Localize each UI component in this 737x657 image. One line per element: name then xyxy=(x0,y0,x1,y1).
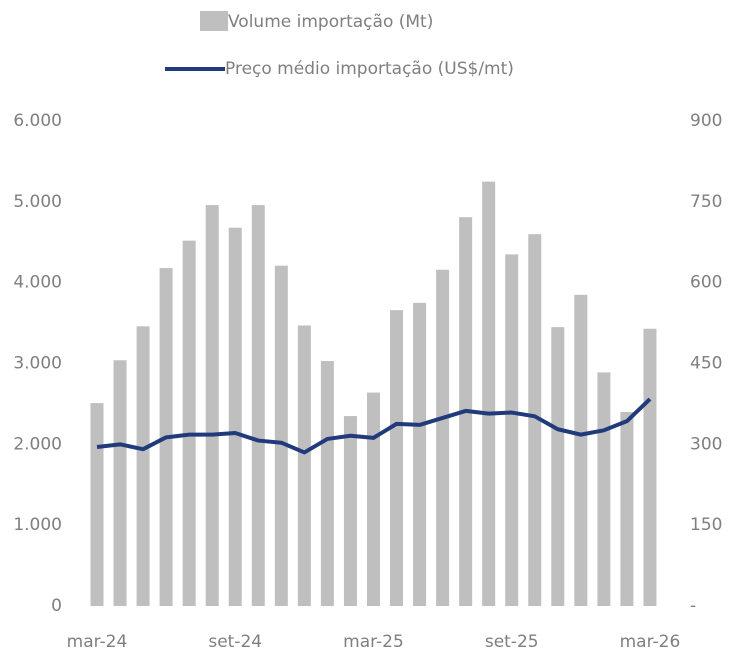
y-tick-label: 3.000 xyxy=(13,354,62,374)
y2-tick-label: 600 xyxy=(690,273,722,293)
y-tick-label: 1.000 xyxy=(13,515,62,535)
bar xyxy=(251,205,265,607)
x-tick-label: set-25 xyxy=(485,632,539,652)
bar xyxy=(90,403,104,606)
x-tick-label: mar-26 xyxy=(620,632,681,652)
bar xyxy=(413,302,427,606)
y-tick-label: 5.000 xyxy=(13,192,62,212)
x-tick-label: mar-24 xyxy=(67,632,128,652)
bar xyxy=(390,310,404,606)
y2-tick-label: 150 xyxy=(690,515,722,535)
bar xyxy=(620,412,634,606)
bar xyxy=(366,392,380,606)
x-tick-label: mar-25 xyxy=(343,632,404,652)
y-tick-label: 0 xyxy=(51,596,62,616)
y-tick-label: 6.000 xyxy=(13,111,62,131)
bar xyxy=(574,294,588,606)
bar xyxy=(113,360,127,606)
bar xyxy=(320,361,334,606)
legend-label: Volume importação (Mt) xyxy=(228,12,433,32)
bar xyxy=(597,372,611,606)
x-tick-label: set-24 xyxy=(208,632,262,652)
y-tick-label: 2.000 xyxy=(13,434,62,454)
bar xyxy=(505,254,519,606)
bar xyxy=(551,327,565,606)
y-tick-label: 4.000 xyxy=(13,273,62,293)
bar xyxy=(643,328,657,606)
bar xyxy=(436,269,450,606)
bar xyxy=(482,181,496,606)
bar xyxy=(182,240,196,606)
bar xyxy=(343,416,357,606)
y2-tick-label: - xyxy=(690,596,696,616)
y2-tick-label: 900 xyxy=(690,111,722,131)
bar xyxy=(228,227,242,606)
legend-label: Preço médio importação (US$/mt) xyxy=(225,59,514,79)
y2-tick-label: 750 xyxy=(690,192,722,212)
legend-swatch xyxy=(200,11,228,31)
bar xyxy=(274,265,288,606)
bar xyxy=(136,326,150,606)
line xyxy=(96,397,652,455)
bar xyxy=(297,325,311,606)
y2-tick-label: 300 xyxy=(690,434,722,454)
bar xyxy=(528,234,542,606)
bar xyxy=(205,205,219,607)
y2-tick-label: 450 xyxy=(690,354,722,374)
